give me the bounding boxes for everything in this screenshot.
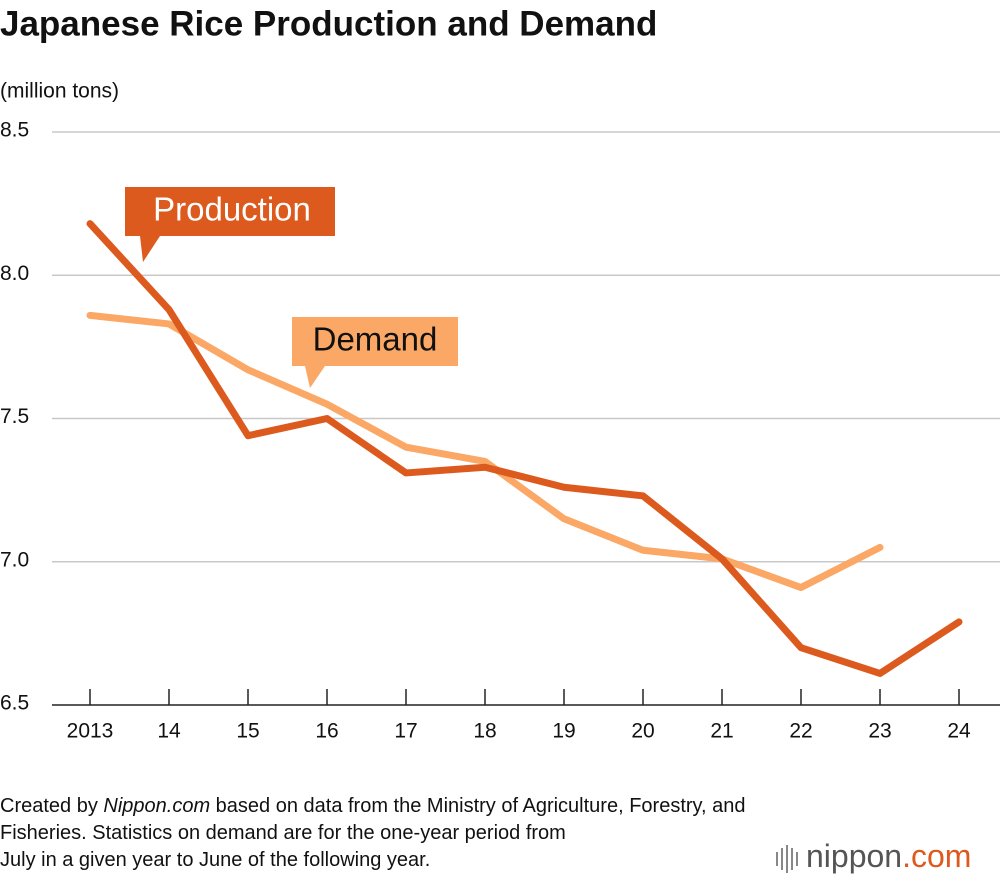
callout-box [292, 317, 458, 366]
y-tick-label: 7.5 [0, 405, 29, 428]
legend-callout: Production [125, 187, 335, 262]
y-tick-label: 8.0 [0, 262, 29, 285]
y-axis-label: (million tons) [0, 80, 119, 103]
x-tick-label: 15 [236, 720, 259, 743]
footnote-text: Nippon.com [103, 795, 210, 817]
callout-pointer [140, 236, 160, 262]
y-tick-label: 7.0 [0, 548, 29, 571]
y-tick-label: 6.5 [0, 692, 29, 715]
x-tick-label: 20 [631, 720, 654, 743]
x-tick-label: 17 [394, 720, 417, 743]
series-line [86, 220, 963, 677]
logo-icon [786, 845, 788, 873]
legend-label: Demand [313, 321, 438, 358]
footnote-line: July in a given year to June of the foll… [0, 849, 430, 871]
x-tick-label: 18 [473, 720, 496, 743]
x-tick-label: 23 [868, 720, 891, 743]
footnote-text: July in a given year to June of the foll… [0, 849, 430, 871]
callout-pointer [305, 366, 325, 388]
chart-title: Japanese Rice Production and Demand [0, 4, 657, 43]
logo: nippon.com [776, 838, 971, 874]
footnote-text: based on data from the Ministry of Agric… [210, 795, 745, 817]
series-line [86, 311, 884, 592]
x-tick-label: 19 [552, 720, 575, 743]
y-tick-label: 8.5 [0, 119, 29, 142]
footnote-text: Created by [0, 795, 103, 817]
x-tick-label: 22 [789, 720, 812, 743]
logo-main: nippon [806, 838, 902, 874]
x-tick-label: 24 [947, 720, 971, 743]
x-tick-label: 16 [315, 720, 338, 743]
legend-label: Production [153, 191, 311, 228]
footnote-line: Fisheries. Statistics on demand are for … [0, 822, 566, 844]
x-tick-label: 2013 [67, 720, 114, 743]
footnote-text: Fisheries. Statistics on demand are for … [0, 822, 566, 844]
logo-suffix: .com [902, 838, 971, 874]
x-tick-label: 14 [157, 720, 181, 743]
callout-box [125, 187, 335, 236]
logo-icon [781, 848, 783, 870]
logo-icon [776, 852, 778, 866]
legend-callout: Demand [292, 317, 458, 388]
footnote-line: Created by Nippon.com based on data from… [0, 795, 746, 817]
logo-icon [796, 852, 798, 866]
x-tick-label: 21 [710, 720, 733, 743]
logo-text: nippon.com [806, 838, 971, 874]
logo-icon [791, 848, 793, 870]
